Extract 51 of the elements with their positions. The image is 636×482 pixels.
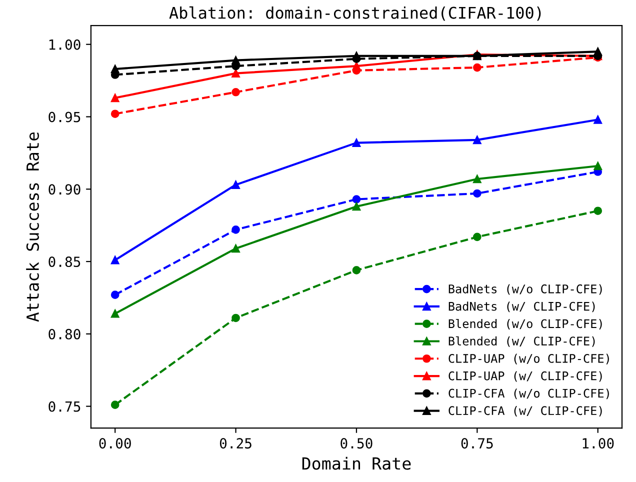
- point: [110, 64, 120, 74]
- point: [110, 400, 120, 410]
- legend-label: CLIP-UAP (w/ CLIP-CFE): [448, 371, 602, 382]
- y-tick-label: 0.95: [48, 112, 80, 122]
- point: [352, 138, 361, 147]
- x-tick-label: 1.00: [582, 438, 614, 449]
- point: [232, 180, 240, 189]
- point: [352, 266, 361, 274]
- point: [594, 206, 602, 216]
- x-axis-title: Domain Rate: [302, 456, 411, 470]
- x-tick-label: 0.50: [340, 438, 372, 449]
- point: [352, 62, 361, 70]
- point: [352, 195, 361, 204]
- point: [352, 202, 361, 211]
- point: [473, 174, 482, 184]
- point: [473, 63, 482, 72]
- point: [232, 56, 240, 64]
- point: [110, 256, 120, 264]
- y-tick-label: 0.85: [48, 256, 80, 268]
- point: [110, 110, 120, 118]
- legend-label: Blended (w/o CLIP-CFE): [448, 318, 602, 330]
- y-tick-label: 0.75: [48, 401, 80, 412]
- y-tick-label: 0.90: [48, 184, 80, 195]
- x-tick-label: 0.75: [461, 438, 493, 449]
- chart-title: Ablation: domain-constrained(CIFAR-100): [169, 6, 541, 21]
- point: [473, 232, 482, 242]
- legend-label: BadNets (w/o CLIP-CFE): [448, 284, 602, 295]
- x-tick-label: 0.00: [99, 438, 131, 449]
- point: [232, 69, 240, 78]
- legend-label: Blended (w/ CLIP-CFE): [448, 336, 595, 347]
- y-tick-label: 0.80: [48, 328, 80, 340]
- point: [110, 94, 120, 102]
- point: [594, 115, 602, 124]
- point: [110, 309, 120, 318]
- point: [473, 136, 482, 144]
- point: [110, 290, 120, 299]
- legend-label: CLIP-CFA (w/o CLIP-CFE): [448, 388, 609, 400]
- legend-label: CLIP-CFA (w/ CLIP-CFE): [448, 406, 602, 416]
- point: [352, 52, 361, 60]
- point: [232, 244, 240, 253]
- x-tick-label: 0.25: [220, 438, 252, 449]
- point: [232, 88, 240, 96]
- point: [594, 162, 602, 170]
- point: [473, 189, 482, 198]
- legend-label: CLIP-UAP (w/o CLIP-CFE): [448, 354, 609, 364]
- point: [232, 226, 240, 234]
- point: [594, 47, 602, 56]
- y-axis-title: Attack Success Rate: [26, 132, 39, 322]
- legend-label: BadNets (w/ CLIP-CFE): [448, 302, 595, 312]
- point: [232, 314, 240, 322]
- y-tick-label: 1.00: [49, 39, 80, 50]
